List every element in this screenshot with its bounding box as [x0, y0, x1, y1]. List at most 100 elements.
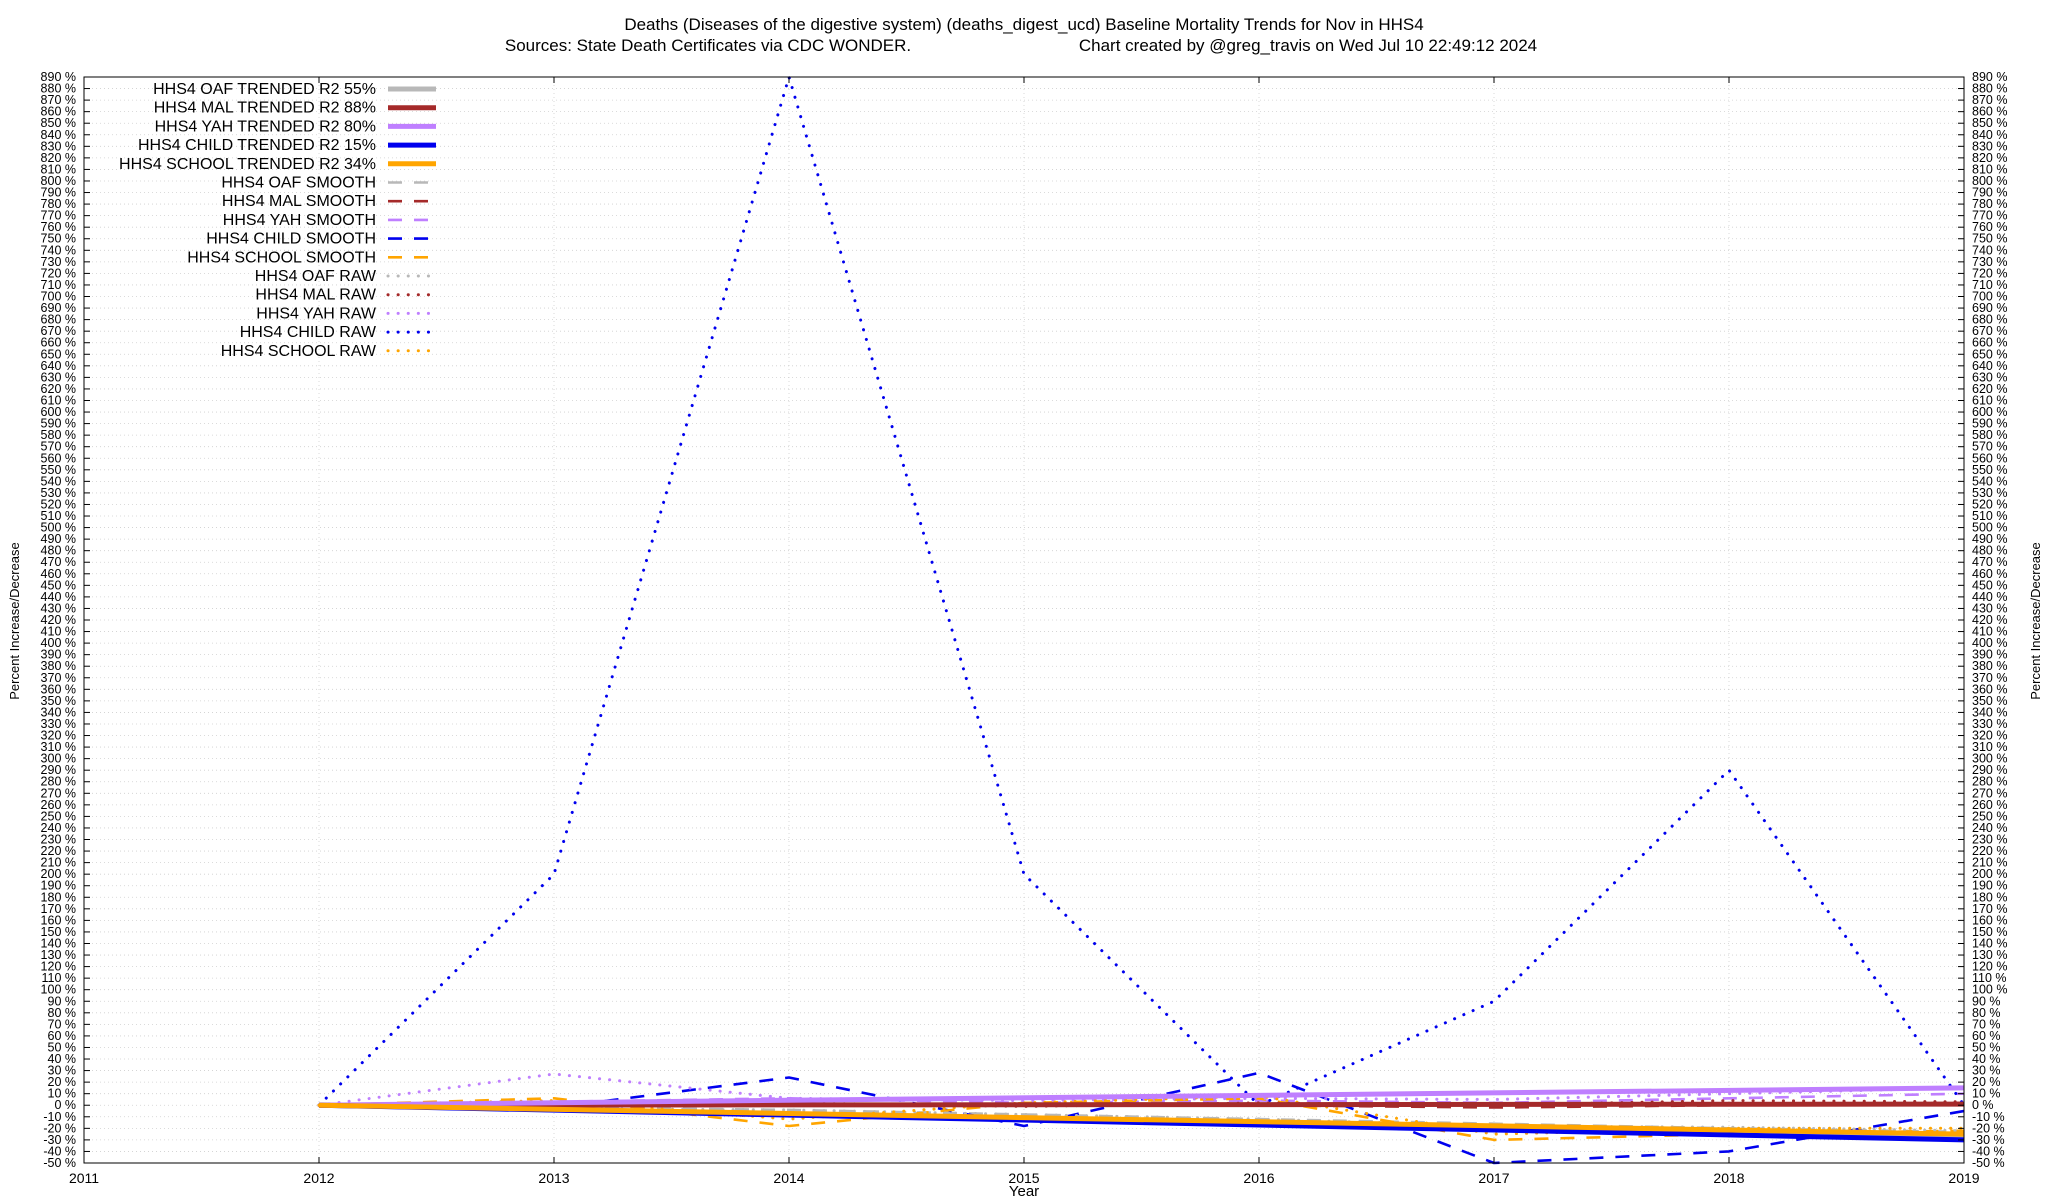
y-tick-label-right: 290 %	[1972, 763, 2007, 777]
y-tick-label-left: 640 %	[41, 359, 76, 373]
legend-label: HHS4 YAH SMOOTH	[223, 212, 376, 229]
y-tick-label-right: 250 %	[1972, 809, 2007, 823]
y-tick-label-left: 340 %	[41, 705, 76, 719]
y-tick-label-left: 330 %	[41, 717, 76, 731]
y-tick-label-left: 490 %	[41, 532, 76, 546]
y-tick-label-left: 380 %	[41, 659, 76, 673]
x-tick-label: 2014	[773, 1170, 804, 1186]
y-tick-label-right: 710 %	[1972, 278, 2007, 292]
y-tick-label-left: 480 %	[41, 544, 76, 558]
y-tick-label-right: 580 %	[1972, 428, 2007, 442]
y-tick-label-left: 730 %	[41, 255, 76, 269]
y-tick-label-left: 840 %	[41, 128, 76, 142]
y-tick-label-right: 600 %	[1972, 405, 2007, 419]
y-tick-label-right: 750 %	[1972, 232, 2007, 246]
y-tick-label-right: -10 %	[1972, 1110, 2005, 1124]
series-line-school-trend	[318, 1102, 1965, 1137]
y-tick-label-right: 10 %	[1972, 1087, 2001, 1101]
y-tick-label-left: 660 %	[41, 336, 76, 350]
x-tick-label: 2012	[303, 1170, 334, 1186]
legend: HHS4 OAF TRENDED R2 55% HHS4 MAL TRENDED …	[119, 81, 438, 360]
x-tick-label: 2019	[1948, 1170, 1979, 1186]
y-tick-label-left: 870 %	[41, 93, 76, 107]
y-tick-label-right: 760 %	[1972, 220, 2007, 234]
y-tick-label-right: 400 %	[1972, 636, 2007, 650]
series-line-yah-trend	[318, 1085, 1965, 1108]
y-tick-label-right: 690 %	[1972, 301, 2007, 315]
y-tick-label-right: 820 %	[1972, 151, 2007, 165]
y-tick-label-left: 760 %	[41, 220, 76, 234]
y-tick-label-left: -20 %	[43, 1121, 76, 1135]
y-tick-label-left: 260 %	[41, 798, 76, 812]
y-tick-label-left: 620 %	[41, 382, 76, 396]
chart-sources: Sources: State Death Certificates via CD…	[505, 36, 911, 55]
y-tick-label-right: 800 %	[1972, 174, 2007, 188]
y-tick-label-right: 670 %	[1972, 324, 2007, 338]
y-tick-label-right: 380 %	[1972, 659, 2007, 673]
series-line-mal-trend	[318, 1101, 1965, 1108]
legend-label: HHS4 CHILD TRENDED R2 15%	[138, 137, 376, 154]
legend-label: HHS4 SCHOOL RAW	[221, 343, 377, 360]
y-tick-label-left: 180 %	[41, 890, 76, 904]
y-tick-label-left: 800 %	[41, 174, 76, 188]
x-tick-label: 2017	[1478, 1170, 1509, 1186]
y-tick-label-left: 370 %	[41, 671, 76, 685]
legend-label: HHS4 MAL TRENDED R2 88%	[154, 100, 376, 117]
legend-label: HHS4 OAF RAW	[255, 268, 377, 285]
y-tick-label-right: 260 %	[1972, 798, 2007, 812]
y-tick-label-right: 390 %	[1972, 648, 2007, 662]
y-tick-label-left: -30 %	[43, 1133, 76, 1147]
y-tick-label-left: 410 %	[41, 625, 76, 639]
y-tick-label-right: 90 %	[1972, 994, 2001, 1008]
y-tick-label-right: 850 %	[1972, 116, 2007, 130]
legend-label: HHS4 YAH TRENDED R2 80%	[155, 118, 376, 135]
y-tick-label-right: 370 %	[1972, 671, 2007, 685]
y-tick-label-right: 280 %	[1972, 775, 2007, 789]
y-tick-label-right: 230 %	[1972, 833, 2007, 847]
y-tick-label-left: 600 %	[41, 405, 76, 419]
y-tick-label-left: 280 %	[41, 775, 76, 789]
y-tick-label-left: 580 %	[41, 428, 76, 442]
y-tick-label-right: 500 %	[1972, 521, 2007, 535]
y-tick-label-left: 250 %	[41, 809, 76, 823]
y-tick-label-right: 880 %	[1972, 82, 2007, 96]
legend-label: HHS4 SCHOOL SMOOTH	[187, 249, 376, 266]
y-tick-label-left: 360 %	[41, 682, 76, 696]
y-tick-label-right: 20 %	[1972, 1075, 2001, 1089]
y-tick-label-right: 440 %	[1972, 590, 2007, 604]
y-tick-label-right: 300 %	[1972, 752, 2007, 766]
y-tick-label-right: 340 %	[1972, 705, 2007, 719]
y-tick-label-right: 430 %	[1972, 601, 2007, 615]
x-tick-label: 2018	[1713, 1170, 1744, 1186]
x-tick-label: 2016	[1243, 1170, 1274, 1186]
y-tick-label-left: 270 %	[41, 786, 76, 800]
plot-series	[317, 75, 1966, 1165]
y-tick-label-left: 780 %	[41, 197, 76, 211]
y-tick-label-right: 160 %	[1972, 913, 2007, 927]
y-tick-label-right: 50 %	[1972, 1040, 2001, 1054]
y-axis-label-left: Percent Increase/Decrease	[7, 542, 22, 700]
y-tick-label-right: -30 %	[1972, 1133, 2005, 1147]
y-tick-label-right: -40 %	[1972, 1144, 2005, 1158]
y-tick-label-left: 500 %	[41, 521, 76, 535]
y-tick-label-left: 390 %	[41, 648, 76, 662]
y-tick-label-left: 210 %	[41, 856, 76, 870]
y-tick-label-right: 790 %	[1972, 186, 2007, 200]
y-tick-label-left: 460 %	[41, 567, 76, 581]
legend-label: HHS4 CHILD SMOOTH	[206, 231, 376, 248]
y-tick-label-right: 330 %	[1972, 717, 2007, 731]
y-tick-label-right: 210 %	[1972, 856, 2007, 870]
y-tick-label-right: 460 %	[1972, 567, 2007, 581]
y-tick-label-left: 100 %	[41, 983, 76, 997]
y-tick-label-left: 320 %	[41, 729, 76, 743]
y-tick-label-left: 190 %	[41, 879, 76, 893]
y-tick-label-left: 400 %	[41, 636, 76, 650]
y-tick-label-left: 750 %	[41, 232, 76, 246]
y-tick-label-right: 480 %	[1972, 544, 2007, 558]
y-tick-label-right: 530 %	[1972, 486, 2007, 500]
y-tick-label-left: 610 %	[41, 393, 76, 407]
y-tick-label-right: 860 %	[1972, 105, 2007, 119]
y-tick-label-right: 270 %	[1972, 786, 2007, 800]
y-tick-label-left: 470 %	[41, 555, 76, 569]
y-tick-label-right: -20 %	[1972, 1121, 2005, 1135]
